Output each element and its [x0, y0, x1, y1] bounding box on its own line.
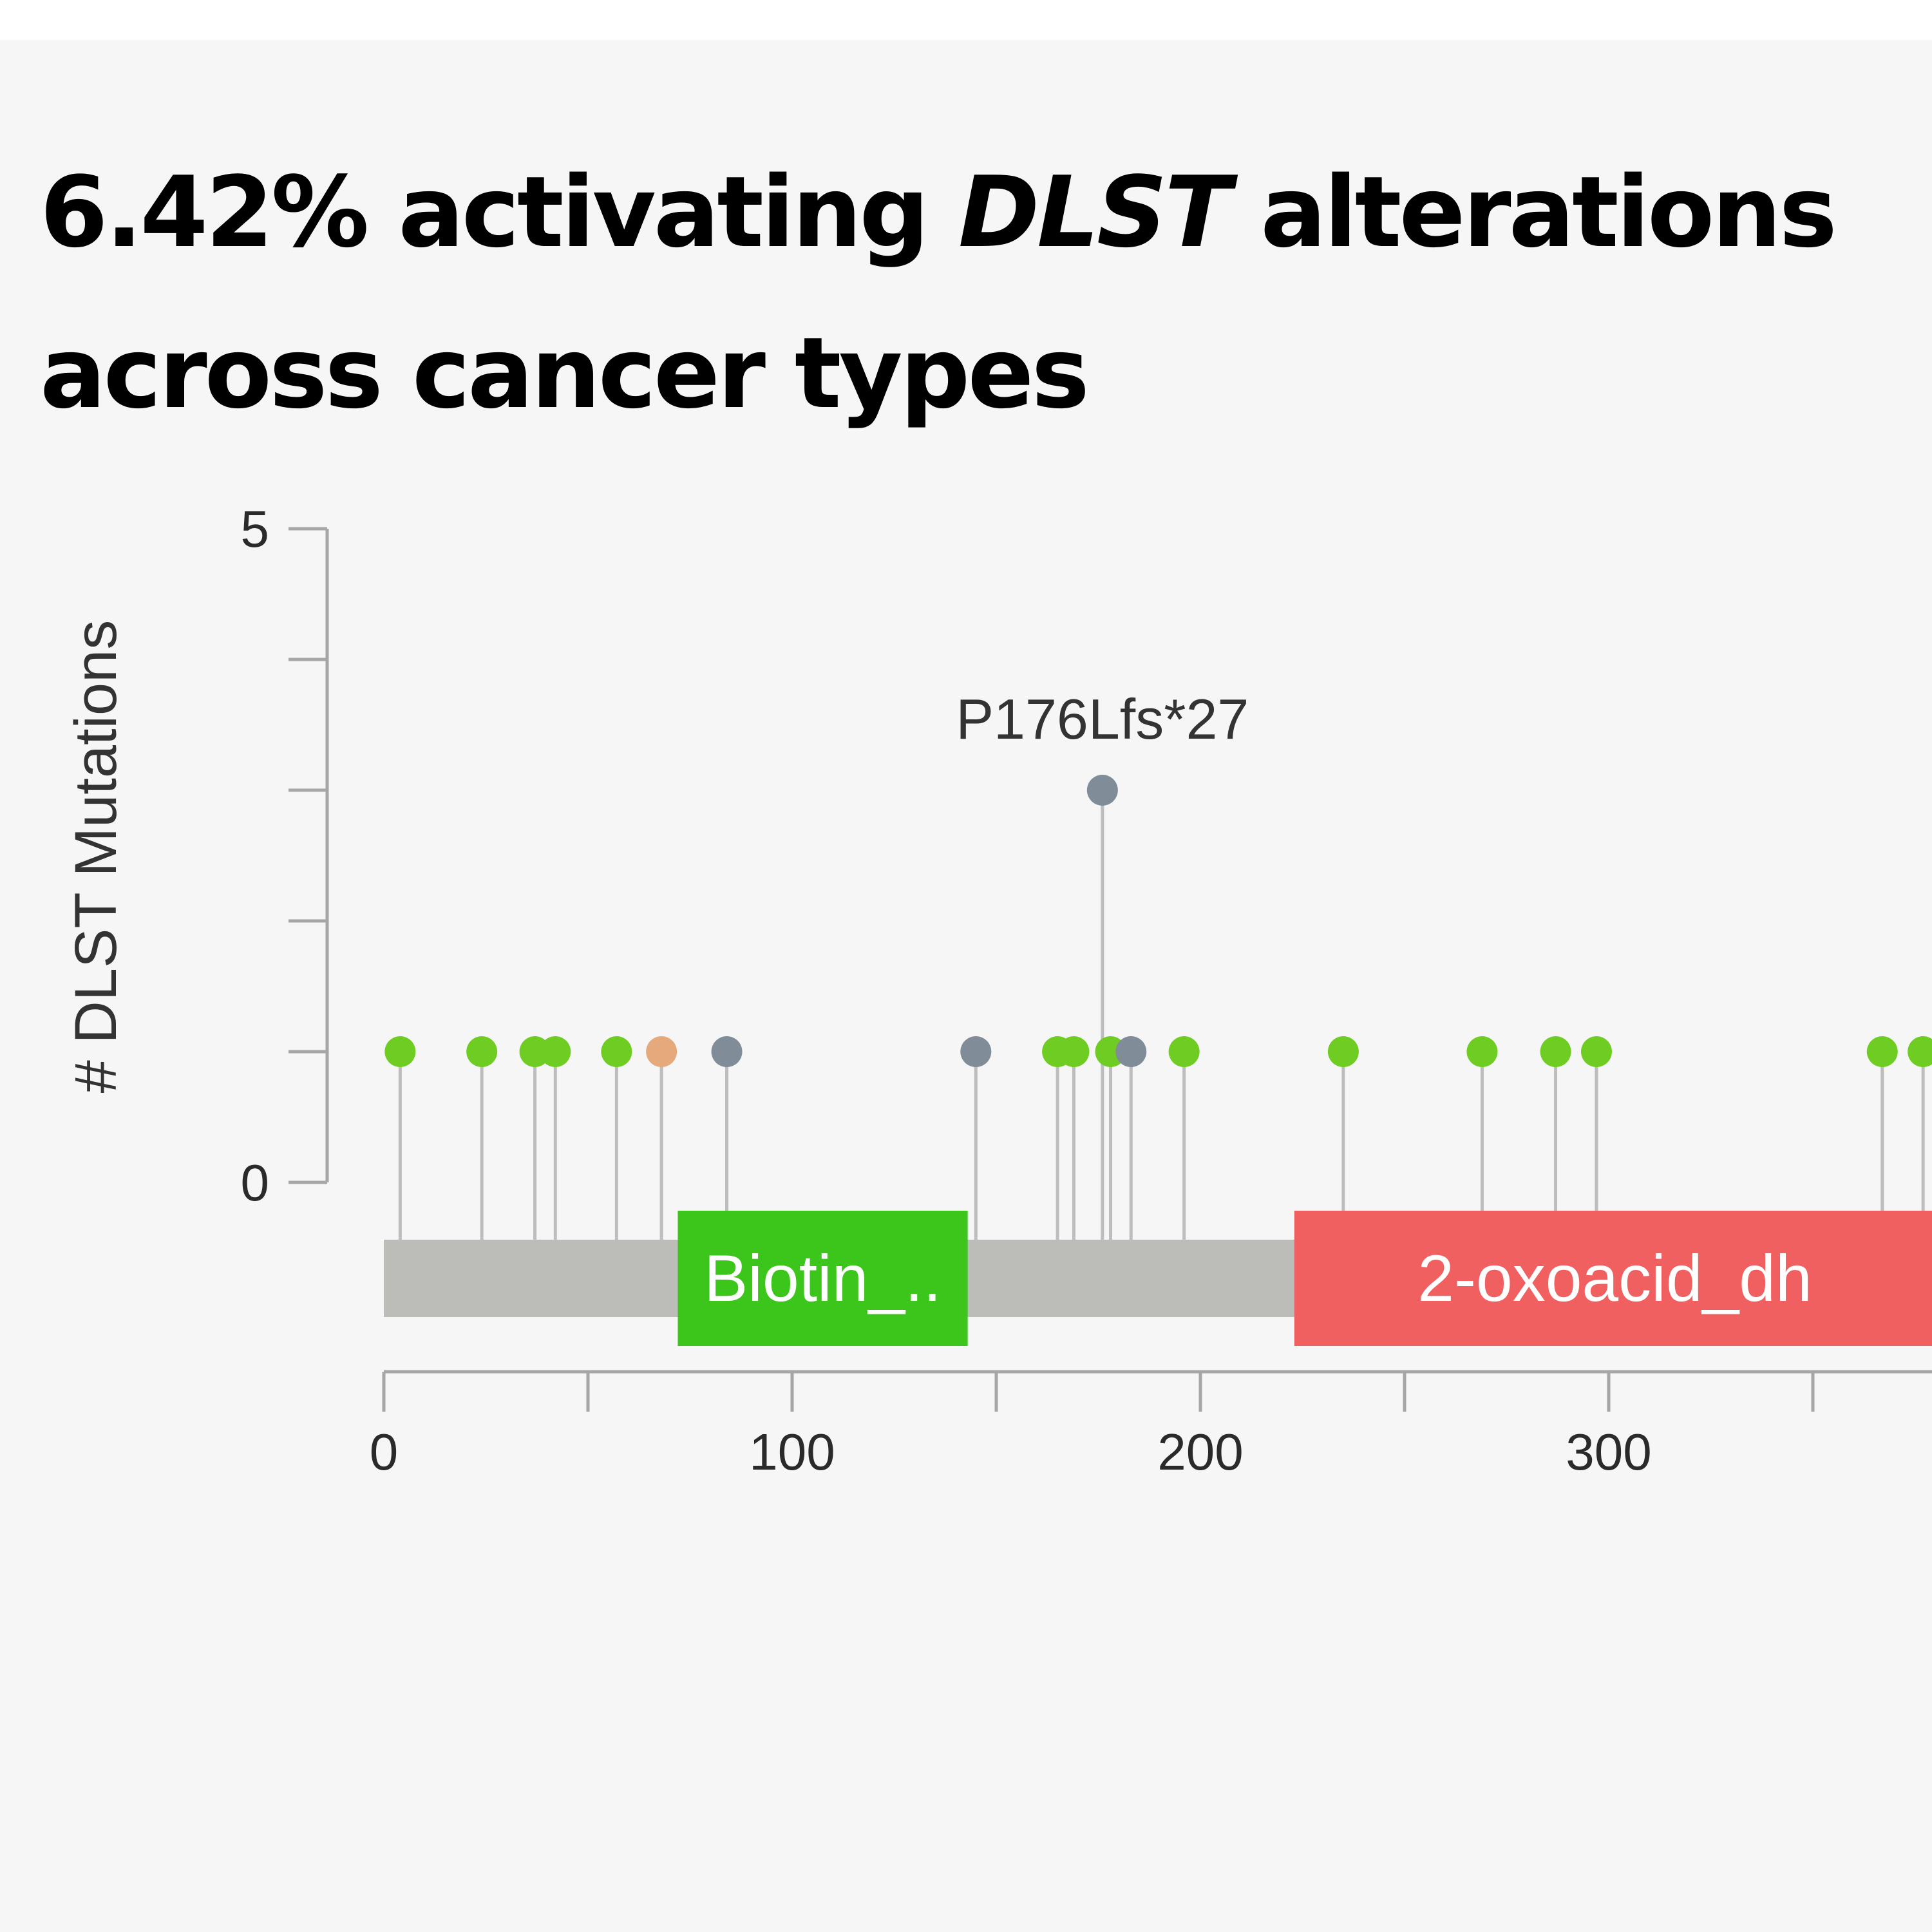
mutation-head[interactable]: [1580, 1036, 1612, 1067]
y-tick-label: 5: [241, 500, 270, 558]
y-axis: 05: [241, 500, 329, 1211]
mutation-head[interactable]: [1466, 1036, 1498, 1067]
mutation-head[interactable]: [711, 1036, 743, 1067]
domain-label: Biotin_..: [704, 1242, 942, 1315]
y-tick-label: 0: [241, 1154, 270, 1211]
mutation-head[interactable]: [1327, 1036, 1359, 1067]
mutation-head[interactable]: [1866, 1036, 1898, 1067]
x-tick-label: 100: [749, 1423, 835, 1481]
mutation-head[interactable]: [466, 1036, 498, 1067]
domain-box[interactable]: [677, 1211, 968, 1346]
x-tick-label: 0: [370, 1423, 399, 1481]
x-tick-label: 300: [1566, 1423, 1651, 1481]
mutation-head[interactable]: [384, 1036, 416, 1067]
mutation-heads: [384, 775, 1932, 1067]
protein-track: Biotin_.. 2-oxoacid_dh: [384, 1211, 1932, 1346]
mutation-head[interactable]: [1086, 775, 1118, 806]
mutation-head[interactable]: [960, 1036, 992, 1067]
x-axis: 0 100 200 300: [370, 1370, 1932, 1481]
mutation-label: P176Lfs*27: [956, 687, 1249, 751]
mutation-head[interactable]: [1908, 1036, 1932, 1067]
y-axis-title: # DLST Mutations: [63, 620, 129, 1094]
mutation-head[interactable]: [1058, 1036, 1090, 1067]
mutation-head[interactable]: [1168, 1036, 1200, 1067]
chart-panel: [0, 40, 1932, 1932]
mutation-head[interactable]: [540, 1036, 571, 1067]
mutation-head[interactable]: [1115, 1036, 1147, 1067]
x-tick-label: 200: [1157, 1423, 1243, 1481]
domain-box[interactable]: [1294, 1211, 1932, 1346]
title-suffix: alterations across cancer types: [40, 155, 1837, 430]
mutation-labels: P176Lfs*27: [956, 687, 1249, 751]
mutation-head[interactable]: [601, 1036, 632, 1067]
domain-label: 2-oxoacid_dh: [1417, 1242, 1812, 1315]
mutation-head[interactable]: [1540, 1036, 1571, 1067]
title-prefix: 6.42% activating: [40, 155, 959, 269]
mutation-head[interactable]: [646, 1036, 677, 1067]
page-title: 6.42% activating DLST alterations across…: [40, 132, 1920, 454]
title-gene: DLST: [958, 155, 1231, 269]
mutation-stems: [398, 790, 1925, 1262]
